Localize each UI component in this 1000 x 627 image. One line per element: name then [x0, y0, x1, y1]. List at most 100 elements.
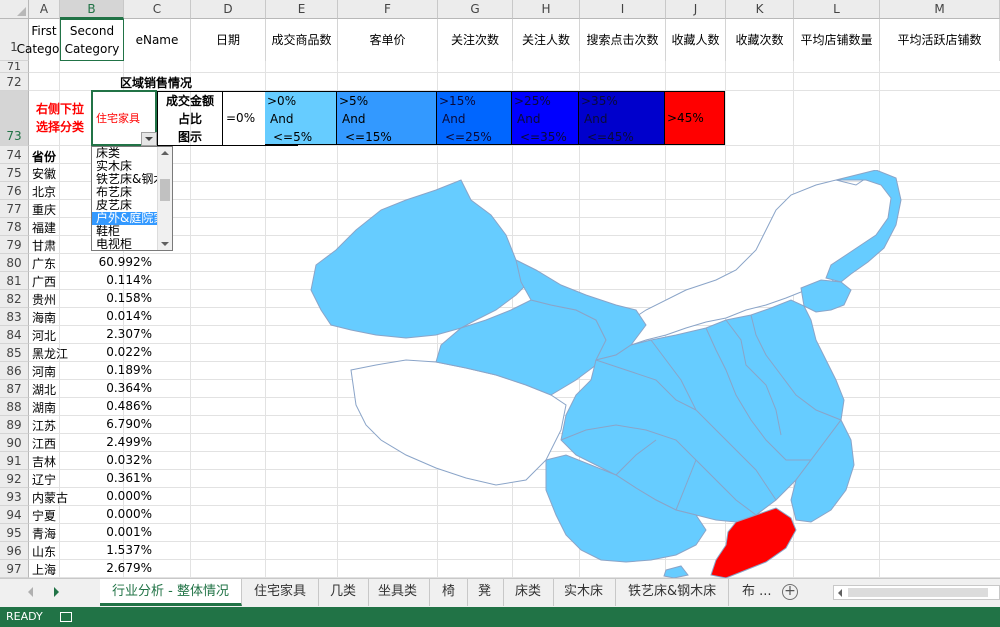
- row-header-84[interactable]: 84: [0, 326, 29, 344]
- scroll-tabs-right-icon[interactable]: [54, 587, 59, 597]
- column-header-m[interactable]: M: [880, 0, 1000, 19]
- horizontal-scrollbar[interactable]: [833, 585, 1000, 600]
- sheet-tab[interactable]: 住宅家具: [242, 579, 320, 606]
- dropdown-option[interactable]: 铁艺床&钢木床: [96, 173, 158, 186]
- dropdown-option[interactable]: 实木床: [96, 160, 133, 173]
- scroll-thumb[interactable]: [160, 179, 170, 201]
- province-value: 0.000%: [106, 489, 152, 503]
- sheet-tab[interactable]: 椅: [430, 579, 469, 606]
- row-header-1[interactable]: 1: [0, 19, 29, 61]
- sheet-tab[interactable]: 床类: [503, 579, 555, 606]
- dropdown-option[interactable]: 户外&庭院家具: [92, 212, 158, 225]
- dropdown-option[interactable]: 布艺床: [96, 186, 133, 199]
- column-header-a[interactable]: A: [29, 0, 60, 19]
- legend-text: And: [584, 112, 608, 126]
- column-header-c[interactable]: C: [124, 0, 191, 19]
- row-header-73[interactable]: 73: [0, 91, 29, 146]
- row-header-83[interactable]: 83: [0, 308, 29, 326]
- header-cell-k[interactable]: 收藏次数: [726, 19, 794, 61]
- sheet-tab[interactable]: 布 ...: [742, 584, 772, 599]
- province-value: 0.032%: [106, 453, 152, 467]
- header-cell-d[interactable]: 日期: [191, 19, 266, 61]
- row-header-97[interactable]: 97: [0, 560, 29, 578]
- row-header-79[interactable]: 79: [0, 236, 29, 254]
- column-header-d[interactable]: D: [191, 0, 266, 19]
- chevron-down-icon[interactable]: [161, 242, 169, 246]
- row-header-80[interactable]: 80: [0, 254, 29, 272]
- row-header-86[interactable]: 86: [0, 362, 29, 380]
- scroll-tabs-left-icon[interactable]: [28, 587, 33, 597]
- sheet-tab[interactable]: 坐具类: [366, 579, 431, 606]
- column-header-e[interactable]: E: [266, 0, 338, 19]
- row-header-96[interactable]: 96: [0, 542, 29, 560]
- add-sheet-button[interactable]: +: [782, 584, 798, 600]
- row-header-85[interactable]: 85: [0, 344, 29, 362]
- selector-label-line2: 选择分类: [35, 120, 84, 134]
- row-header-95[interactable]: 95: [0, 524, 29, 542]
- row-header-89[interactable]: 89: [0, 416, 29, 434]
- row-header-91[interactable]: 91: [0, 452, 29, 470]
- header-cell-m[interactable]: 平均活跃店铺数: [880, 19, 1000, 61]
- province-value: 6.790%: [106, 417, 152, 431]
- province-value: 0.022%: [106, 345, 152, 359]
- row-header-78[interactable]: 78: [0, 218, 29, 236]
- column-header-h[interactable]: H: [513, 0, 580, 19]
- column-header-i[interactable]: I: [580, 0, 666, 19]
- column-header-l[interactable]: L: [794, 0, 880, 19]
- row-header-94[interactable]: 94: [0, 506, 29, 524]
- row-header-90[interactable]: 90: [0, 434, 29, 452]
- row-header-93[interactable]: 93: [0, 488, 29, 506]
- dropdown-scrollbar[interactable]: [157, 147, 172, 250]
- row-header-74[interactable]: 74: [0, 146, 29, 164]
- selector-label-line1: 右侧下拉: [35, 102, 84, 116]
- row-header-92[interactable]: 92: [0, 470, 29, 488]
- category-select-cell[interactable]: 住宅家具: [91, 90, 157, 146]
- row-header-81[interactable]: 81: [0, 272, 29, 290]
- row-header-88[interactable]: 88: [0, 398, 29, 416]
- header-cell-h[interactable]: 关注人数: [513, 19, 580, 61]
- header-cell-a[interactable]: First Category: [17, 19, 71, 61]
- chevron-up-icon[interactable]: [161, 151, 169, 155]
- column-header-j[interactable]: J: [666, 0, 726, 19]
- row-header-75[interactable]: 75: [0, 164, 29, 182]
- province-name: 内蒙古: [32, 491, 69, 505]
- macro-record-icon[interactable]: [60, 612, 72, 622]
- horizontal-scroll-thumb[interactable]: [848, 588, 988, 597]
- grid-line: [29, 217, 1000, 218]
- row-header-87[interactable]: 87: [0, 380, 29, 398]
- grid-line: [879, 19, 880, 578]
- status-bar: READY: [0, 607, 1000, 627]
- sheet-tab[interactable]: 行业分析 - 整体情况: [100, 579, 242, 606]
- header-cell-e[interactable]: 成交商品数: [266, 19, 338, 61]
- sheet-tab[interactable]: 几类: [318, 579, 370, 606]
- select-all-corner[interactable]: [0, 0, 29, 19]
- dropdown-option[interactable]: 床类: [96, 147, 121, 160]
- sheet-tab[interactable]: 铁艺床&钢木床: [616, 579, 730, 606]
- column-header-f[interactable]: F: [338, 0, 438, 19]
- header-cell-b[interactable]: Second Category: [60, 19, 124, 61]
- header-cell-l[interactable]: 平均店铺数量: [794, 19, 880, 61]
- row-header-82[interactable]: 82: [0, 290, 29, 308]
- row-header-76[interactable]: 76: [0, 182, 29, 200]
- metric-line3: 图示: [177, 130, 202, 144]
- dropdown-option[interactable]: 电视柜: [96, 238, 133, 251]
- header-cell-g[interactable]: 关注次数: [438, 19, 513, 61]
- column-header-b[interactable]: B: [60, 0, 124, 19]
- row-header-72[interactable]: 72: [0, 73, 29, 91]
- dropdown-option[interactable]: 皮艺床: [96, 199, 133, 212]
- column-header-k[interactable]: K: [726, 0, 794, 19]
- row-header-77[interactable]: 77: [0, 200, 29, 218]
- row-header-71[interactable]: 71: [0, 61, 29, 73]
- scroll-left-icon[interactable]: [838, 589, 842, 597]
- header-cell-f[interactable]: 客单价: [338, 19, 438, 61]
- dropdown-arrow-button[interactable]: [141, 132, 157, 146]
- header-cell-i[interactable]: 搜索点击次数: [580, 19, 666, 61]
- province-value: 2.679%: [106, 561, 152, 575]
- sheet-tab[interactable]: 实木床: [552, 579, 617, 606]
- header-cell-c[interactable]: eName: [124, 19, 191, 61]
- header-cell-j[interactable]: 收藏人数: [666, 19, 726, 61]
- dropdown-option[interactable]: 鞋柜: [96, 225, 121, 238]
- column-header-g[interactable]: G: [438, 0, 513, 19]
- sheet-tab[interactable]: 凳: [466, 579, 505, 606]
